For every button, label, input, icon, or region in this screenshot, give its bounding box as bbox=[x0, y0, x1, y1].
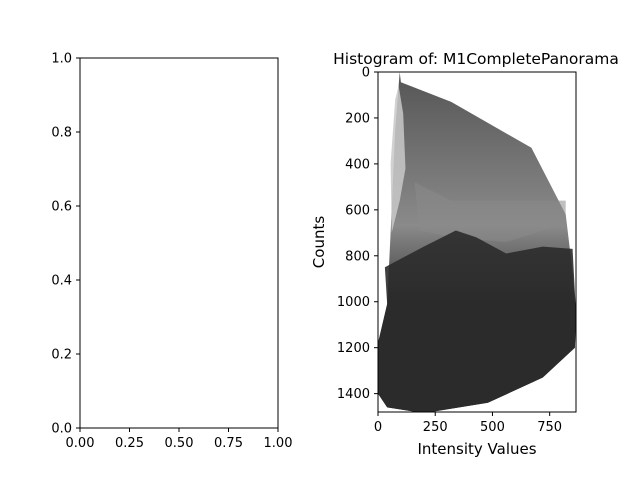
right-x-ticks: 0 250 500 750 bbox=[374, 412, 562, 435]
image-dark-region bbox=[378, 230, 576, 412]
left-y-tick-label: 0.6 bbox=[51, 200, 72, 215]
left-x-tick-label: 0.25 bbox=[115, 436, 144, 451]
left-y-tick-label: 0.0 bbox=[51, 422, 72, 437]
left-y-ticks: 0.0 0.2 0.4 0.6 0.8 1.0 bbox=[51, 52, 80, 437]
left-x-tick-label: 0.00 bbox=[66, 436, 95, 451]
right-axes: Histogram of: M1CompletePanorama 0 250 500… bbox=[310, 50, 619, 458]
image-highlight bbox=[390, 85, 406, 233]
left-x-tick-label: 0.50 bbox=[165, 436, 194, 451]
left-axes: 0.00 0.25 0.50 0.75 1.00 0.0 0.2 0.4 0.6 0.8 1.0 bbox=[51, 52, 292, 452]
right-y-tick-label: 800 bbox=[345, 249, 370, 264]
image-band bbox=[414, 182, 566, 242]
right-x-tick-label: 0 bbox=[374, 420, 382, 435]
left-y-tick-label: 0.8 bbox=[51, 126, 72, 141]
right-y-tick-label: 0 bbox=[362, 66, 370, 81]
right-y-tick-label: 400 bbox=[345, 157, 370, 172]
right-ylabel: Counts bbox=[310, 216, 328, 269]
left-y-tick-label: 0.2 bbox=[51, 348, 72, 363]
right-y-tick-label: 1000 bbox=[337, 295, 370, 310]
left-x-tick-label: 1.00 bbox=[264, 436, 293, 451]
right-y-tick-label: 1200 bbox=[337, 341, 370, 356]
right-axes-frame bbox=[377, 71, 577, 413]
left-x-ticks: 0.00 0.25 0.50 0.75 1.00 bbox=[66, 428, 293, 451]
right-title: Histogram of: M1CompletePanorama bbox=[333, 50, 619, 68]
right-x-tick-label: 500 bbox=[480, 420, 505, 435]
right-y-tick-label: 1400 bbox=[337, 387, 370, 402]
right-xlabel: Intensity Values bbox=[417, 440, 536, 458]
right-y-tick-label: 200 bbox=[345, 111, 370, 126]
left-y-tick-label: 0.4 bbox=[51, 274, 72, 289]
right-x-tick-label: 750 bbox=[537, 420, 562, 435]
panorama-image bbox=[378, 72, 576, 412]
left-x-tick-label: 0.75 bbox=[214, 436, 243, 451]
left-y-tick-label: 1.0 bbox=[51, 52, 72, 67]
right-x-tick-label: 250 bbox=[423, 420, 448, 435]
right-y-ticks: 0 200 400 600 800 1000 1200 1400 bbox=[337, 66, 378, 402]
right-y-tick-label: 600 bbox=[345, 203, 370, 218]
